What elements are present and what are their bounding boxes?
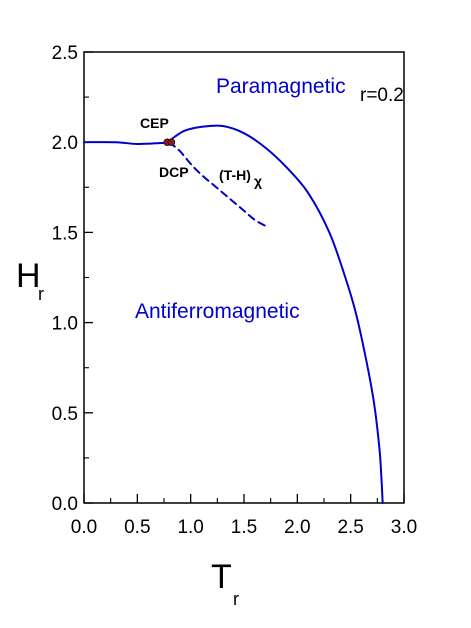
x-tick-label: 0.5 [124,517,150,538]
th-curve-label: (T-H) [219,167,251,183]
x-tick-label: 2.5 [337,517,363,538]
x-tick-label: 3.0 [391,517,417,538]
cep-label: CEP [140,115,169,131]
th-curve-subscript: χ [254,173,262,189]
y-tick-label: 1.0 [52,314,78,335]
phase-boundary-line [83,124,384,504]
y-tick-label: 1.5 [52,223,78,244]
axis-ticks: 0.0 0.5 1.0 1.5 2.0 2.5 3.0 0.0 0.5 1.0 1.5 2.0 2.5 [52,43,418,538]
plot-frame [83,51,405,504]
x-tick-label: 1.0 [177,517,203,538]
y-tick-label: 0.0 [52,494,78,515]
x-axis-title-subscript: r [233,589,239,609]
parameter-label: r=0.2 [360,85,404,106]
critical-points [163,138,176,146]
x-tick-label: 0.0 [71,517,97,538]
y-axis-title: H [16,257,41,295]
paramagnetic-label: Paramagnetic [216,75,346,98]
dcp-marker [167,138,176,146]
dcp-label: DCP [159,164,189,180]
dashed-boundary-line [168,141,269,228]
y-axis-title-subscript: r [38,284,44,304]
phase-curves [83,124,384,504]
y-tick-label: 2.0 [52,133,78,154]
y-tick-label: 2.5 [52,43,78,64]
x-tick-label: 2.0 [284,517,310,538]
x-axis-title: T [211,558,232,596]
x-tick-label: 1.5 [231,517,257,538]
y-tick-label: 0.5 [52,404,78,425]
antiferromagnetic-label: Antiferromagnetic [135,300,300,323]
